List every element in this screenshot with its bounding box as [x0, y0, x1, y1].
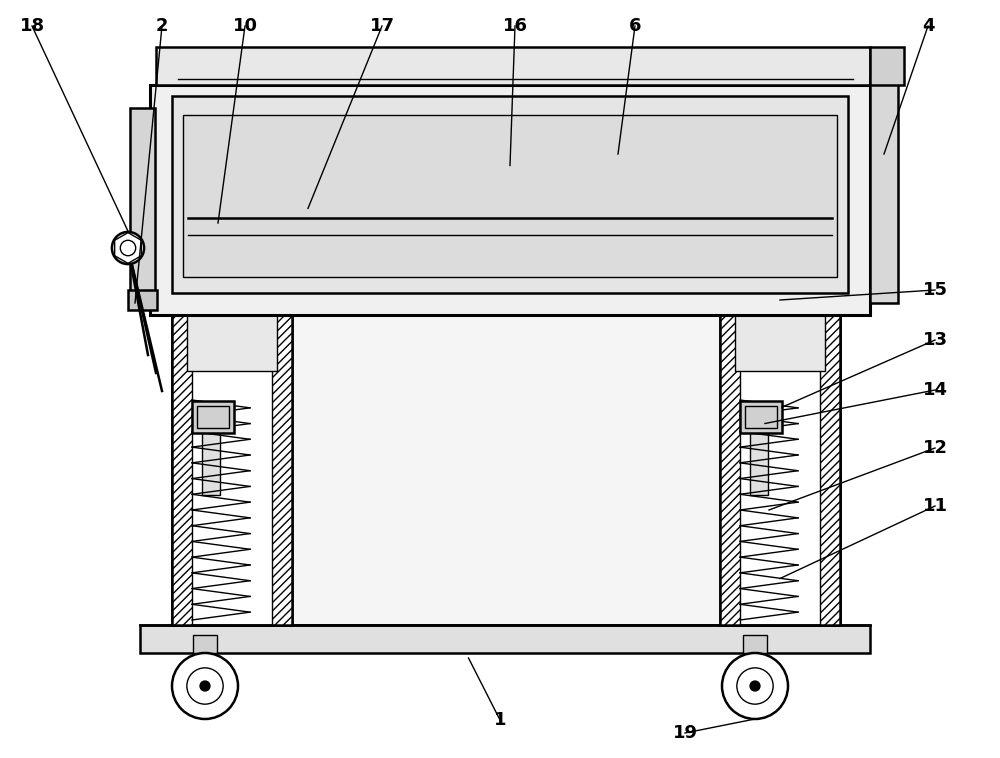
Circle shape	[172, 653, 238, 719]
Bar	[150, 85, 870, 315]
Bar	[272, 315, 292, 625]
Bar	[720, 315, 740, 625]
Bar	[183, 115, 837, 277]
Circle shape	[187, 668, 223, 704]
Bar	[202, 402, 220, 495]
Bar	[820, 315, 840, 625]
Bar	[172, 315, 192, 625]
Bar	[193, 635, 217, 653]
Text: 1: 1	[494, 711, 506, 729]
Bar	[720, 315, 840, 625]
Circle shape	[200, 681, 210, 691]
Circle shape	[112, 232, 144, 264]
Text: 18: 18	[19, 17, 45, 35]
Bar	[130, 108, 155, 297]
Text: 13: 13	[922, 331, 948, 349]
Circle shape	[737, 668, 773, 704]
Bar	[140, 625, 870, 653]
Bar	[202, 310, 240, 315]
Text: 11: 11	[922, 497, 948, 515]
Bar	[172, 315, 840, 625]
Bar	[172, 315, 292, 625]
Bar	[272, 315, 292, 625]
Bar	[720, 315, 740, 625]
Bar	[745, 406, 777, 428]
Text: 6: 6	[629, 17, 641, 35]
Bar	[743, 635, 767, 653]
Circle shape	[722, 653, 788, 719]
Bar	[128, 290, 157, 310]
Bar	[870, 47, 904, 85]
Text: 19: 19	[672, 724, 698, 742]
Bar	[197, 406, 229, 428]
Text: 2: 2	[156, 17, 168, 35]
Bar	[762, 310, 800, 315]
Text: 10: 10	[233, 17, 258, 35]
Text: 16: 16	[503, 17, 528, 35]
Bar	[156, 47, 870, 85]
Bar	[172, 315, 192, 625]
Text: 17: 17	[370, 17, 394, 35]
Bar	[740, 401, 782, 433]
Bar	[870, 78, 898, 303]
Bar	[192, 401, 234, 433]
Circle shape	[750, 681, 760, 691]
Bar	[820, 315, 840, 625]
Circle shape	[120, 240, 136, 255]
Text: 15: 15	[922, 281, 948, 299]
Bar	[172, 96, 848, 293]
Text: 4: 4	[922, 17, 934, 35]
Bar	[735, 315, 825, 371]
Text: 12: 12	[922, 439, 948, 457]
Bar	[187, 315, 277, 371]
Text: 14: 14	[922, 381, 948, 399]
Bar	[750, 402, 768, 495]
